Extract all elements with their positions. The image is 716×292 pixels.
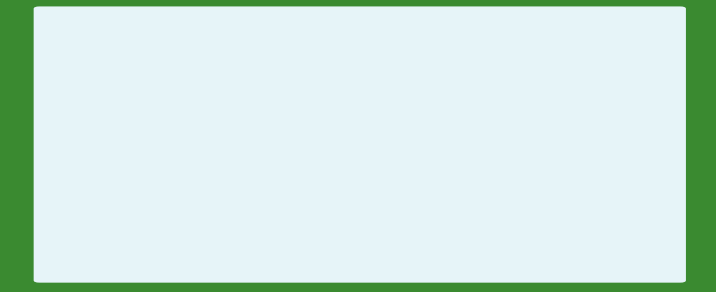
Text: listed method as follows:: listed method as follows: [72, 200, 332, 220]
Text: o: o [86, 175, 95, 190]
Text: w: w [72, 157, 89, 176]
Text: applied over its entire length. Using the: applied over its entire length. Using th… [98, 157, 520, 176]
Text: a. Double Integration Method: a. Double Integration Method [72, 256, 377, 276]
Text: Determine the maximum deflection δ in a: Determine the maximum deflection δ in a [72, 25, 509, 45]
Text: simply supported beam of length L carrying: simply supported beam of length L carryi… [72, 69, 529, 89]
Text: a uniformly distributed load of intensity: a uniformly distributed load of intensit… [72, 113, 485, 133]
